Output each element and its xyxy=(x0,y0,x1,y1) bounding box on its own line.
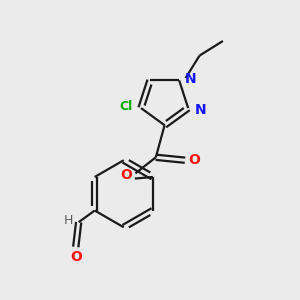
Text: Cl: Cl xyxy=(120,100,133,113)
Text: N: N xyxy=(184,72,196,86)
Text: N: N xyxy=(195,103,206,116)
Text: O: O xyxy=(188,153,200,167)
Text: O: O xyxy=(120,168,132,182)
Text: H: H xyxy=(64,214,73,227)
Text: O: O xyxy=(70,250,82,264)
